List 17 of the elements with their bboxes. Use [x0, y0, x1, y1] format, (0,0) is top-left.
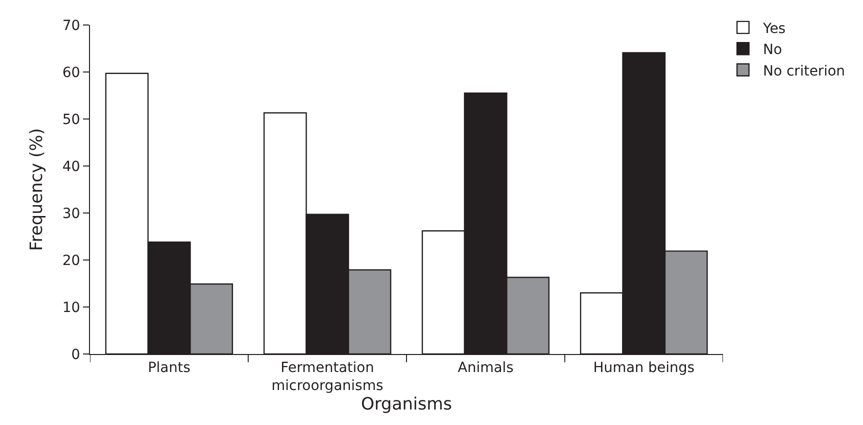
- x-tick-label: Fermentation microorganisms: [271, 360, 384, 394]
- x-tick-label: Plants: [148, 360, 190, 376]
- y-tick-label: 50: [62, 112, 80, 128]
- legend-label: No: [763, 42, 782, 58]
- y-tick-label: 70: [62, 18, 80, 34]
- y-axis-title: Frequency (%): [26, 128, 47, 251]
- y-tick-label: 30: [62, 206, 80, 222]
- x-axis-title: Organisms: [360, 394, 452, 414]
- legend-label: No criterion: [763, 63, 846, 80]
- y-tick-label: 0: [71, 346, 80, 363]
- y-tick-label: 10: [62, 300, 80, 316]
- x-tick-label: Human beings: [593, 360, 695, 376]
- y-tick-label: 60: [62, 64, 80, 81]
- y-tick-label: 40: [62, 158, 80, 175]
- legend-label: Yes: [762, 20, 786, 37]
- x-tick-label: Animals: [458, 360, 514, 376]
- y-tick-label: 20: [62, 252, 80, 269]
